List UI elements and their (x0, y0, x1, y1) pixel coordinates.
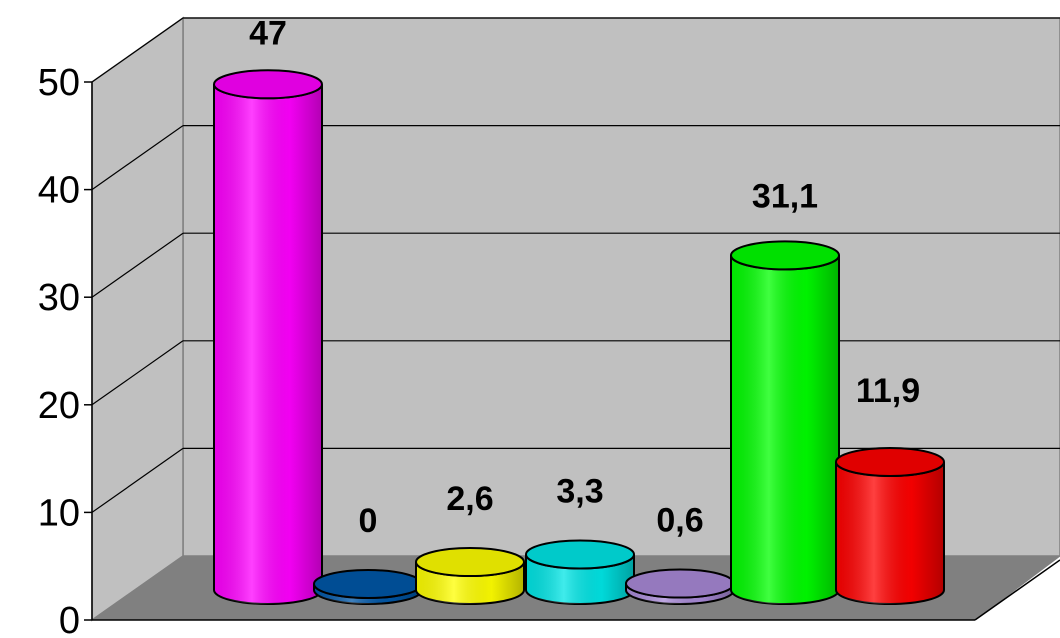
bar (625, 568, 735, 605)
y-tick-label: 20 (38, 385, 80, 427)
bar-top (313, 569, 423, 599)
bar-top (213, 69, 323, 100)
bar (525, 539, 635, 605)
bar (313, 569, 423, 605)
data-label: 0 (359, 502, 378, 540)
bar-top (625, 568, 735, 599)
data-label: 31,1 (752, 177, 818, 215)
gridline-side (91, 17, 184, 83)
data-labels: 47 0 2,6 3,3 0,6 31,1 11,9 (249, 14, 920, 540)
data-label: 3,3 (556, 472, 603, 510)
side-wall (91, 16, 184, 622)
bar-shading (314, 584, 422, 604)
bar (730, 240, 840, 605)
gridline-side (91, 125, 184, 191)
bar-shading (731, 255, 839, 604)
bar-top (525, 539, 635, 570)
bar-shading (416, 562, 524, 604)
bar (835, 446, 945, 605)
gridline-side (91, 447, 184, 513)
gridlines (91, 17, 1060, 513)
bar-shading (214, 84, 322, 604)
y-tick-label: 10 (38, 492, 80, 534)
data-label: 0,6 (656, 502, 703, 540)
gridline-side (91, 232, 184, 298)
y-tick-label: 0 (59, 600, 80, 638)
bars (213, 69, 945, 605)
bar-top (835, 446, 945, 477)
y-tick-label: 40 (38, 170, 80, 212)
gridline-side (91, 340, 184, 406)
bar-top (415, 547, 525, 578)
data-label: 2,6 (446, 480, 493, 518)
floor-edge (974, 559, 1060, 621)
y-tick-label: 30 (38, 277, 80, 319)
bar (213, 69, 323, 605)
bar-shading (836, 461, 944, 604)
bar-shading (626, 583, 734, 604)
data-label: 47 (249, 14, 287, 52)
y-tick-label: 50 (38, 62, 80, 104)
bar (415, 547, 525, 605)
data-label: 11,9 (856, 372, 920, 410)
bar-top (730, 240, 840, 271)
y-axis: 0 10 20 30 40 50 (38, 62, 1060, 638)
